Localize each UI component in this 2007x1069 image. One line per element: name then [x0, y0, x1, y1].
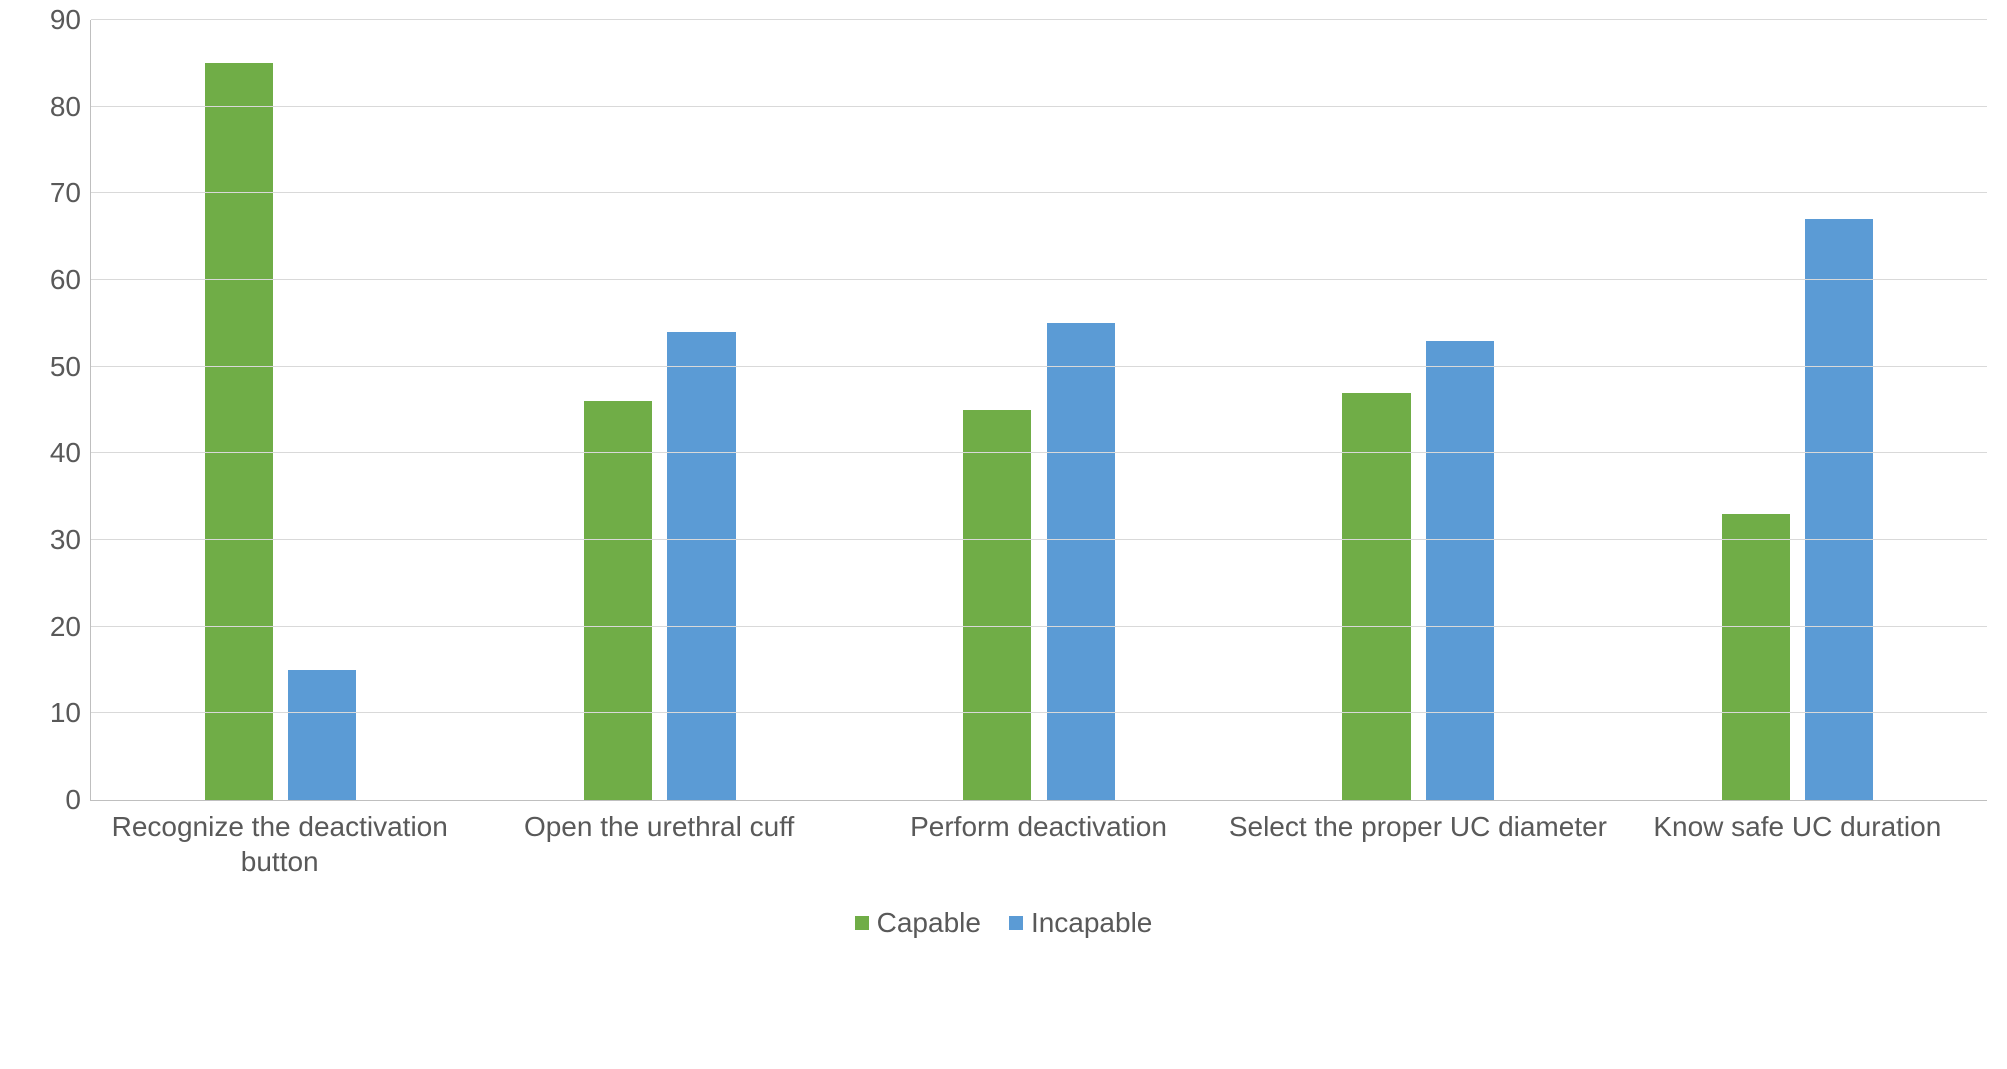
x-category-label: Know safe UC duration	[1608, 801, 1987, 879]
gridline	[91, 712, 1987, 713]
y-tick-label: 90	[50, 4, 91, 36]
legend-swatch	[855, 916, 869, 930]
legend-swatch	[1009, 916, 1023, 930]
gridline	[91, 192, 1987, 193]
legend: Capable Incapable	[20, 907, 1987, 939]
gridline	[91, 106, 1987, 107]
y-tick-label: 30	[50, 524, 91, 556]
bar	[584, 401, 652, 800]
x-category-label: Perform deactivation	[849, 801, 1228, 879]
bar-group	[1229, 20, 1608, 800]
legend-label: Incapable	[1031, 907, 1152, 939]
y-tick-label: 80	[50, 91, 91, 123]
bar-group	[849, 20, 1228, 800]
gridline	[91, 539, 1987, 540]
gridline	[91, 452, 1987, 453]
y-tick-label: 40	[50, 437, 91, 469]
legend-item: Incapable	[1009, 907, 1152, 939]
x-axis-labels: Recognize the deactivation buttonOpen th…	[90, 801, 1987, 879]
gridline	[91, 626, 1987, 627]
bar	[1047, 323, 1115, 800]
bar-group	[1608, 20, 1987, 800]
y-tick-label: 10	[50, 697, 91, 729]
bar-group	[91, 20, 470, 800]
legend-item: Capable	[855, 907, 981, 939]
bar-chart: 0102030405060708090 Recognize the deacti…	[20, 20, 1987, 939]
y-tick-label: 60	[50, 264, 91, 296]
y-tick-label: 0	[65, 784, 91, 816]
bar	[963, 410, 1031, 800]
y-axis-gutter	[20, 20, 90, 801]
x-category-label: Open the urethral cuff	[469, 801, 848, 879]
bar	[1426, 341, 1494, 800]
y-tick-label: 50	[50, 351, 91, 383]
bars-layer	[91, 20, 1987, 800]
bar	[1342, 393, 1410, 800]
gridline	[91, 366, 1987, 367]
gridline	[91, 279, 1987, 280]
bar	[667, 332, 735, 800]
bar-group	[470, 20, 849, 800]
x-category-label: Select the proper UC diameter	[1228, 801, 1607, 879]
bar	[288, 670, 356, 800]
legend-label: Capable	[877, 907, 981, 939]
gridline	[91, 19, 1987, 20]
bar	[205, 63, 273, 800]
plot-area: 0102030405060708090	[90, 20, 1987, 801]
x-category-label: Recognize the deactivation button	[90, 801, 469, 879]
y-tick-label: 70	[50, 177, 91, 209]
bar	[1722, 514, 1790, 800]
y-tick-label: 20	[50, 611, 91, 643]
